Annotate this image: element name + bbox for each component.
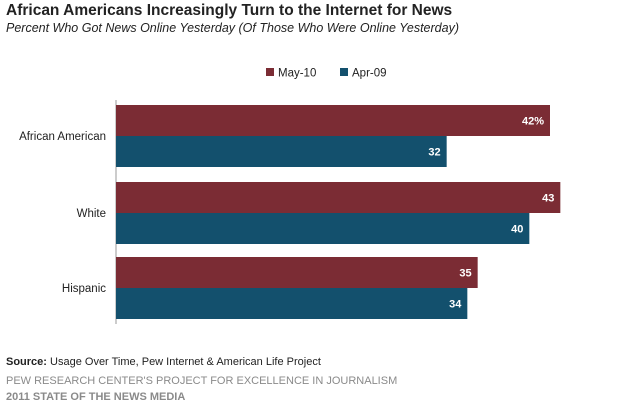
- source-label: Source:: [6, 356, 47, 368]
- footer-report: 2011 STATE OF THE NEWS MEDIA: [6, 391, 186, 403]
- bar-apr-09-white: [116, 213, 530, 244]
- data-label-apr-09-hispanic: 34: [449, 299, 462, 311]
- category-label-white: White: [77, 208, 106, 220]
- bar-may-10-white: [116, 182, 561, 213]
- bar-may-10-hispanic: [116, 257, 478, 288]
- bar-may-10-african-american: [116, 105, 550, 136]
- category-label-african-american: African American: [19, 131, 106, 143]
- legend-label-may-10: May-10: [278, 68, 316, 80]
- legend-label-apr-09: Apr-09: [352, 68, 387, 80]
- footer-organization: PEW RESEARCH CENTER'S PROJECT FOR EXCELL…: [6, 375, 398, 387]
- chart-subtitle: Percent Who Got News Online Yesterday (O…: [6, 21, 459, 35]
- data-label-may-10-hispanic: 35: [459, 268, 471, 280]
- data-label-apr-09-african-american: 32: [428, 147, 440, 159]
- data-label-may-10-white: 43: [542, 193, 554, 205]
- source-note: Source: Usage Over Time, Pew Internet & …: [6, 356, 321, 368]
- bar-apr-09-hispanic: [116, 288, 468, 319]
- chart-title: African Americans Increasingly Turn to t…: [6, 2, 453, 19]
- legend-swatch-apr-09: [340, 68, 348, 76]
- legend-swatch-may-10: [266, 68, 274, 76]
- data-label-apr-09-white: 40: [511, 224, 523, 236]
- bar-chart: May-10 Apr-09 42% 32 African American 43 40 Whi…: [19, 68, 561, 324]
- source-text: Usage Over Time, Pew Internet & American…: [50, 356, 321, 368]
- category-label-hispanic: Hispanic: [62, 283, 106, 295]
- data-label-may-10-african-american: 42%: [522, 116, 544, 128]
- bar-apr-09-african-american: [116, 136, 447, 167]
